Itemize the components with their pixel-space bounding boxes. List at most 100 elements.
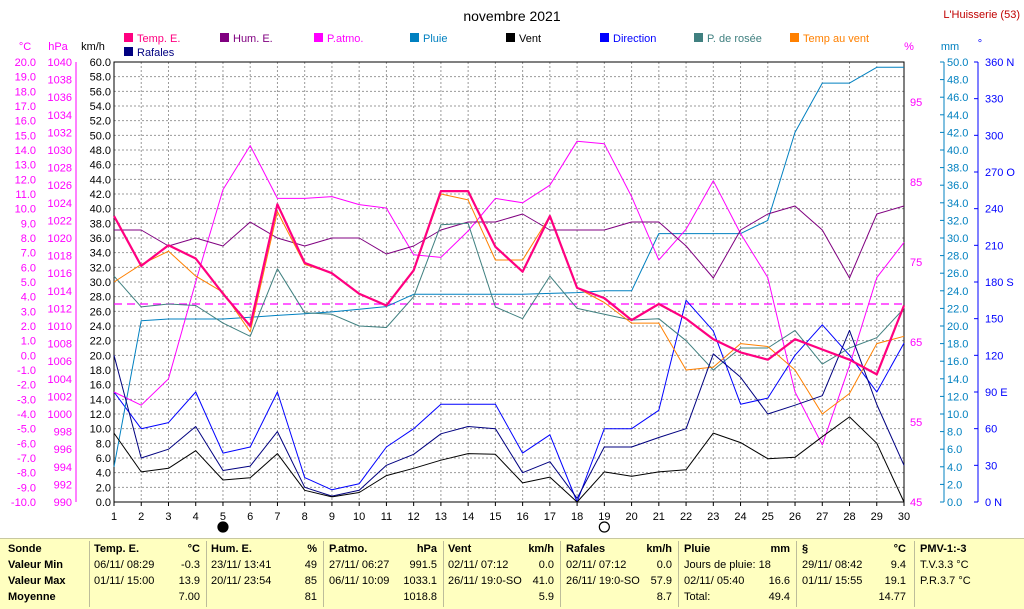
x-tick-label: 28 bbox=[843, 511, 855, 523]
pluie-total-value: 49.4 bbox=[768, 591, 790, 603]
stats-vent: Vent km/h 02/11/ 07:12 0.0 26/11/ 19:0-S… bbox=[448, 539, 558, 609]
stats-hum: Hum. E. % 23/11/ 13:41 49 20/11/ 23:54 8… bbox=[211, 539, 321, 609]
rain-tick-label: 38.0 bbox=[947, 163, 968, 175]
temp-title: Temp. E. bbox=[94, 543, 140, 555]
row-avg-label: Moyenne bbox=[8, 591, 56, 603]
legend-swatch bbox=[694, 33, 703, 42]
wind-tick-label: 40.0 bbox=[90, 204, 111, 216]
x-tick-label: 25 bbox=[762, 511, 774, 523]
pressure-unit: hPa bbox=[48, 41, 68, 53]
rain-tick-label: 46.0 bbox=[947, 92, 968, 104]
temp-tick-label: 5.0 bbox=[21, 277, 36, 289]
row-max-label: Valeur Max bbox=[8, 575, 66, 587]
legend-item: Hum. E. bbox=[233, 33, 273, 45]
x-tick-label: 19 bbox=[598, 511, 610, 523]
x-tick-label: 20 bbox=[625, 511, 637, 523]
location-label: L'Huisserie (53) bbox=[943, 9, 1020, 21]
temp-max-date: 01/11/ 15:00 bbox=[94, 575, 155, 587]
x-tick-label: 17 bbox=[544, 511, 556, 523]
legend-swatch bbox=[124, 33, 133, 42]
legend-swatch bbox=[506, 33, 515, 42]
patmo-avg-value: 1018.8 bbox=[403, 591, 437, 603]
rain-tick-label: 8.0 bbox=[947, 427, 962, 439]
rain-tick-label: 44.0 bbox=[947, 110, 968, 122]
x-tick-label: 12 bbox=[408, 511, 420, 523]
patmo-title: P.atmo. bbox=[329, 543, 368, 555]
rain-tick-label: 16.0 bbox=[947, 356, 968, 368]
hum-min-date: 23/11/ 13:41 bbox=[211, 559, 272, 571]
rain-tick-label: 14.0 bbox=[947, 374, 968, 386]
direction-tick-label: 120 bbox=[985, 350, 1003, 362]
series-direction bbox=[113, 299, 905, 503]
wind-tick-label: 6.0 bbox=[96, 453, 111, 465]
pluie-unit-label: mm bbox=[770, 543, 790, 555]
x-tick-label: 13 bbox=[435, 511, 447, 523]
direction-tick-label: 150 bbox=[985, 314, 1003, 326]
temp-tick-label: 14.0 bbox=[15, 145, 36, 157]
pressure-tick-label: 1024 bbox=[48, 198, 72, 210]
x-tick-label: 14 bbox=[462, 511, 474, 523]
temp-tick-label: -9.0 bbox=[17, 482, 36, 494]
vent-unit-label: km/h bbox=[528, 543, 554, 555]
patmo-min-date: 27/11/ 06:27 bbox=[329, 559, 390, 571]
wind-tick-label: 54.0 bbox=[90, 101, 111, 113]
stats-temp: Temp. E. °C 06/11/ 08:29 -0.3 01/11/ 15:… bbox=[94, 539, 204, 609]
temp-tick-label: -2.0 bbox=[17, 380, 36, 392]
temp-tick-label: -4.0 bbox=[17, 409, 36, 421]
series-temp-e bbox=[113, 190, 906, 376]
humidity-tick-label: 95 bbox=[910, 97, 922, 109]
x-tick-label: 24 bbox=[734, 511, 746, 523]
extra-max-value: 19.1 bbox=[884, 575, 906, 587]
series-p-atmo bbox=[113, 140, 905, 446]
pressure-tick-label: 1002 bbox=[48, 391, 72, 403]
wind-tick-label: 20.0 bbox=[90, 350, 111, 362]
patmo-min-value: 991.5 bbox=[409, 559, 437, 571]
vent-max-date: 26/11/ 19:0-SO bbox=[448, 575, 522, 587]
temp-tick-label: 16.0 bbox=[15, 116, 36, 128]
vent-title: Vent bbox=[448, 543, 472, 555]
temp-unit-label: °C bbox=[187, 543, 200, 555]
pressure-tick-label: 1018 bbox=[48, 251, 72, 263]
series-p-de-ros-e bbox=[113, 222, 905, 371]
grid bbox=[113, 61, 905, 503]
rain-tick-label: 20.0 bbox=[947, 321, 968, 333]
temp-tick-label: 1.0 bbox=[21, 336, 36, 348]
rain-tick-label: 34.0 bbox=[947, 198, 968, 210]
pressure-tick-label: 1034 bbox=[48, 110, 72, 122]
x-tick-label: 6 bbox=[247, 511, 253, 523]
x-tick-label: 5 bbox=[220, 511, 226, 523]
temp-tick-label: -8.0 bbox=[17, 468, 36, 480]
legend-swatch bbox=[124, 47, 133, 56]
temp-tick-label: 7.0 bbox=[21, 248, 36, 260]
pmv-title: PMV-1:-3 bbox=[920, 543, 967, 555]
wind-tick-label: 0.0 bbox=[96, 497, 111, 509]
pluie-max-value: 16.6 bbox=[768, 575, 790, 587]
wind-tick-label: 56.0 bbox=[90, 86, 111, 98]
wind-tick-label: 34.0 bbox=[90, 248, 111, 260]
rain-tick-label: 42.0 bbox=[947, 127, 968, 139]
wind-tick-label: 26.0 bbox=[90, 306, 111, 318]
x-tick-label: 9 bbox=[329, 511, 335, 523]
temp-min-date: 06/11/ 08:29 bbox=[94, 559, 155, 571]
pluie-total-label: Total: bbox=[684, 591, 711, 603]
series-rafales bbox=[113, 329, 905, 499]
pressure-tick-label: 1030 bbox=[48, 145, 72, 157]
direction-tick-label: 180 S bbox=[985, 277, 1014, 289]
rain-tick-label: 4.0 bbox=[947, 462, 962, 474]
temp-tick-label: 10.0 bbox=[15, 204, 36, 216]
pressure-tick-label: 998 bbox=[54, 427, 72, 439]
wind-tick-label: 18.0 bbox=[90, 365, 111, 377]
rain-tick-label: 36.0 bbox=[947, 180, 968, 192]
rafales-min-date: 02/11/ 07:12 bbox=[566, 559, 627, 571]
humidity-tick-label: 85 bbox=[910, 177, 922, 189]
pressure-tick-label: 1012 bbox=[48, 303, 72, 315]
pressure-tick-label: 1026 bbox=[48, 180, 72, 192]
direction-tick-label: 300 bbox=[985, 130, 1003, 142]
x-tick-label: 21 bbox=[653, 511, 665, 523]
wind-tick-label: 42.0 bbox=[90, 189, 111, 201]
extra-min-value: 9.4 bbox=[890, 559, 906, 571]
legend-item: Pluie bbox=[423, 33, 447, 45]
wind-tick-label: 2.0 bbox=[96, 482, 111, 494]
rafales-avg-value: 8.7 bbox=[656, 591, 672, 603]
direction-unit: ° bbox=[978, 38, 982, 50]
